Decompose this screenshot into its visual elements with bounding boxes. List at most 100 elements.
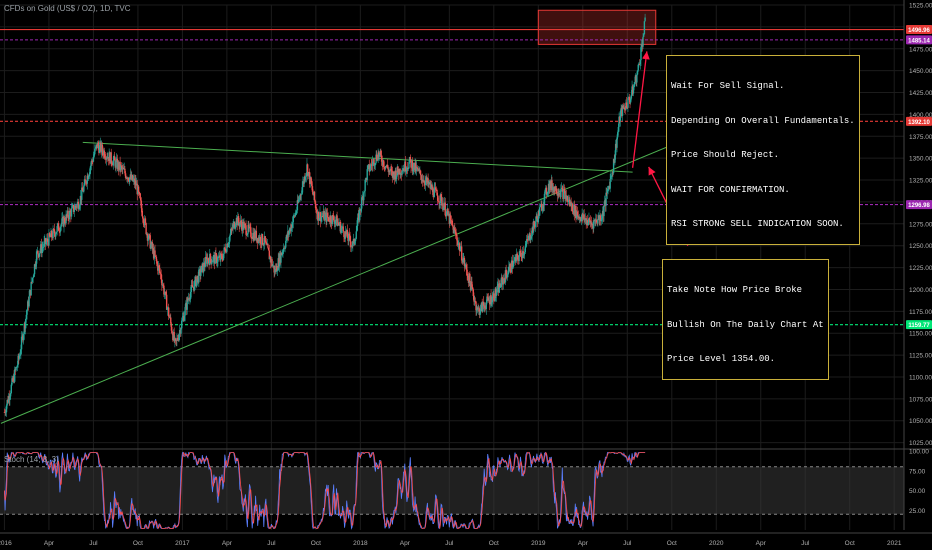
- candle-body: [37, 250, 39, 255]
- candle-body: [120, 165, 122, 171]
- candle-body: [50, 230, 53, 238]
- candle-body: [562, 189, 565, 200]
- candle-body: [247, 224, 249, 234]
- candle-body: [363, 191, 366, 193]
- candle-body: [71, 206, 73, 209]
- candle-body: [273, 265, 275, 273]
- candle-body: [92, 156, 95, 162]
- candle-body: [454, 230, 457, 235]
- price-tick-label: 1450.00: [909, 68, 932, 75]
- candle-body: [486, 296, 489, 298]
- stoch-tick-label: 75.00: [909, 468, 926, 475]
- candle-body: [498, 283, 500, 293]
- candle-body: [538, 207, 541, 216]
- candle-body: [636, 74, 638, 83]
- candle-body: [617, 132, 619, 138]
- candle-body: [122, 167, 125, 170]
- candle-body: [567, 200, 570, 203]
- candle-body: [361, 197, 363, 209]
- candle-body: [142, 218, 145, 224]
- candle-body: [210, 259, 212, 264]
- stoch-d-line: [4, 451, 646, 529]
- candle-body: [33, 264, 36, 275]
- candle-body: [391, 170, 393, 172]
- candle-body: [285, 235, 288, 241]
- candle-body: [571, 203, 574, 212]
- candle-body: [532, 221, 535, 233]
- candle-body: [78, 208, 80, 210]
- candle-body: [35, 263, 37, 267]
- candle-body: [88, 174, 91, 177]
- stoch-indicator-label[interactable]: Stoch (14, 3, 3): [4, 455, 59, 464]
- candle-body: [515, 254, 518, 262]
- trendline: [0, 130, 706, 424]
- price-level-tag-label: 1392.10: [908, 120, 930, 126]
- candle-body: [371, 161, 374, 166]
- time-tick-label: Apr: [222, 540, 233, 547]
- stoch-band-fill: [0, 466, 904, 515]
- candle-body: [15, 367, 17, 371]
- candle-body: [237, 216, 240, 223]
- candle-body: [624, 109, 626, 111]
- candle-body: [350, 241, 352, 247]
- candle-body: [599, 215, 602, 222]
- candle-body: [295, 212, 297, 214]
- candle-body: [474, 301, 477, 302]
- price-tick-label: 1025.00: [909, 440, 932, 447]
- price-tick-label: 1050.00: [909, 418, 932, 425]
- price-tick-label: 1275.00: [909, 221, 932, 228]
- candle-body: [92, 161, 94, 163]
- candle-body: [567, 196, 569, 203]
- candle-body: [356, 225, 358, 232]
- candle-body: [524, 246, 527, 253]
- candle-body: [300, 194, 302, 196]
- candle-body: [294, 213, 297, 217]
- time-tick-label: 2021: [887, 540, 902, 547]
- candle-body: [170, 323, 173, 331]
- candle-body: [79, 205, 81, 209]
- candle-body: [203, 262, 206, 267]
- time-axis-ticks: 2016 Apr Jul Oct 2017 Apr Jul Oct 2018 Apr Jul Oct 2…: [0, 540, 902, 547]
- candle-body: [618, 116, 620, 127]
- candle-body: [399, 168, 401, 175]
- candle-body: [542, 204, 544, 209]
- candle-body: [630, 98, 632, 103]
- axes: [0, 0, 932, 534]
- candle-body: [156, 261, 158, 264]
- time-tick-label: Jul: [445, 540, 454, 547]
- candle-body: [486, 296, 488, 303]
- candle-body: [335, 220, 337, 222]
- candle-body: [493, 293, 495, 301]
- candle-body: [487, 297, 490, 301]
- candle-body: [26, 310, 28, 315]
- candle-body: [188, 298, 190, 300]
- candle-body: [643, 21, 646, 35]
- candle-body: [364, 180, 366, 192]
- rejection-zone: [537, 9, 657, 45]
- candle-body: [539, 204, 542, 208]
- candle-body: [190, 284, 192, 292]
- candle-body: [354, 241, 356, 244]
- candle-body: [617, 126, 620, 133]
- candle-body: [69, 210, 71, 212]
- candle-body: [31, 278, 34, 282]
- candle-body: [444, 202, 446, 216]
- candle-body: [284, 247, 286, 249]
- candle-body: [433, 188, 435, 198]
- candle-body: [63, 217, 66, 223]
- candle-body: [59, 231, 61, 232]
- time-tick-label: Apr: [756, 540, 767, 547]
- candle-body: [165, 294, 168, 310]
- candle-body: [642, 36, 644, 47]
- candle-body: [619, 111, 622, 121]
- candle-body: [332, 215, 335, 221]
- stoch-lines: [4, 451, 646, 530]
- candle-body: [221, 255, 223, 259]
- stoch-tick-label: 25.00: [909, 508, 926, 515]
- candle-body: [94, 148, 96, 155]
- candle-body: [317, 211, 320, 221]
- time-tick-label: Oct: [667, 540, 677, 547]
- candle-body: [76, 203, 78, 208]
- candle-body: [612, 158, 615, 174]
